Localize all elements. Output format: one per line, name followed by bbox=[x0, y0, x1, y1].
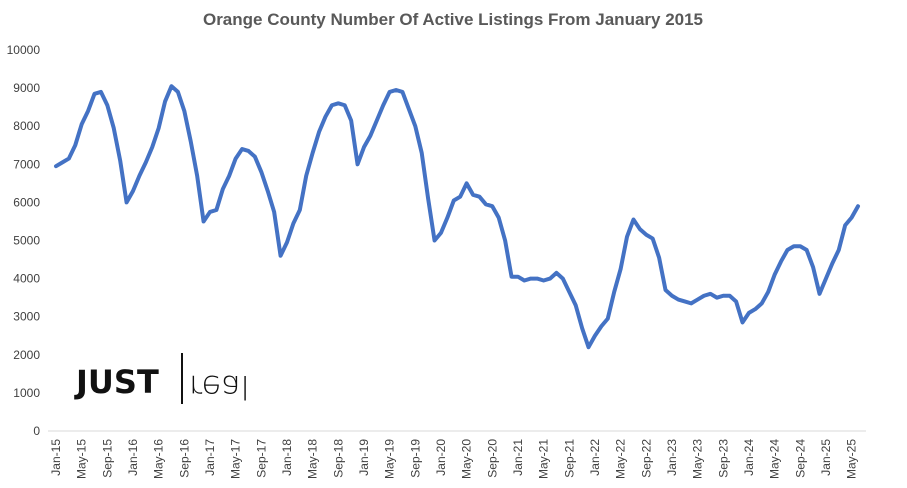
y-tick-label: 6000 bbox=[13, 195, 40, 209]
x-tick-label: Sep-16 bbox=[177, 439, 191, 478]
chart-title: Orange County Number Of Active Listings … bbox=[203, 10, 703, 29]
y-tick-label: 5000 bbox=[13, 234, 40, 248]
y-tick-label: 1000 bbox=[13, 386, 40, 400]
x-tick-label: Sep-21 bbox=[562, 439, 576, 478]
x-tick-label: Jan-23 bbox=[665, 439, 679, 476]
x-tick-label: Jan-17 bbox=[203, 439, 217, 476]
x-tick-label: May-18 bbox=[306, 439, 320, 479]
x-tick-label: May-25 bbox=[845, 439, 859, 479]
x-tick-label: May-23 bbox=[691, 439, 705, 479]
x-tick-label: Sep-22 bbox=[639, 439, 653, 478]
x-tick-label: May-19 bbox=[383, 439, 397, 479]
x-tick-label: May-16 bbox=[152, 439, 166, 479]
x-tick-label: May-15 bbox=[75, 439, 89, 479]
logo-just-text: JUST bbox=[74, 363, 159, 401]
y-tick-label: 2000 bbox=[13, 348, 40, 362]
x-tick-label: Jan-25 bbox=[819, 439, 833, 476]
y-tick-label: 7000 bbox=[13, 157, 40, 171]
x-tick-label: Sep-18 bbox=[331, 439, 345, 478]
y-tick-label: 10000 bbox=[7, 43, 41, 57]
active-listings-line bbox=[54, 84, 860, 350]
x-tick-label: Jan-21 bbox=[511, 439, 525, 476]
x-tick-label: Jan-19 bbox=[357, 439, 371, 476]
logo-real-text: real bbox=[189, 368, 250, 406]
y-tick-label: 3000 bbox=[13, 310, 40, 324]
x-axis-tick-labels: Jan-15 May-15 Sep-15 Jan-16 May-16 Sep-16 Jan-… bbox=[49, 439, 859, 479]
y-axis-tick-labels: 0 1000 2000 3000 4000 5000 6000 7000 8000 9000 100… bbox=[7, 43, 41, 438]
x-tick-label: Sep-23 bbox=[716, 439, 730, 478]
x-tick-label: May-21 bbox=[537, 439, 551, 479]
x-tick-label: Sep-20 bbox=[485, 439, 499, 478]
x-tick-label: Jan-16 bbox=[126, 439, 140, 476]
x-tick-label: May-17 bbox=[229, 439, 243, 479]
x-tick-label: May-20 bbox=[460, 439, 474, 479]
x-tick-label: Sep-24 bbox=[793, 439, 807, 478]
y-tick-label: 9000 bbox=[13, 81, 40, 95]
x-tick-label: Jan-18 bbox=[280, 439, 294, 476]
x-tick-label: Jan-22 bbox=[588, 439, 602, 476]
x-tick-label: Jan-24 bbox=[742, 439, 756, 476]
y-tick-label: 4000 bbox=[13, 272, 40, 286]
x-tick-label: May-22 bbox=[614, 439, 628, 479]
x-tick-label: Jan-20 bbox=[434, 439, 448, 476]
y-tick-label: 8000 bbox=[13, 119, 40, 133]
x-tick-label: Sep-15 bbox=[100, 439, 114, 478]
x-tick-label: Jan-15 bbox=[49, 439, 63, 476]
x-tick-label: Sep-19 bbox=[408, 439, 422, 478]
x-tick-label: Sep-17 bbox=[254, 439, 268, 478]
x-tick-label: May-24 bbox=[768, 439, 782, 479]
y-tick-label: 0 bbox=[33, 424, 40, 438]
justreal-logo: JUST real bbox=[74, 353, 250, 406]
